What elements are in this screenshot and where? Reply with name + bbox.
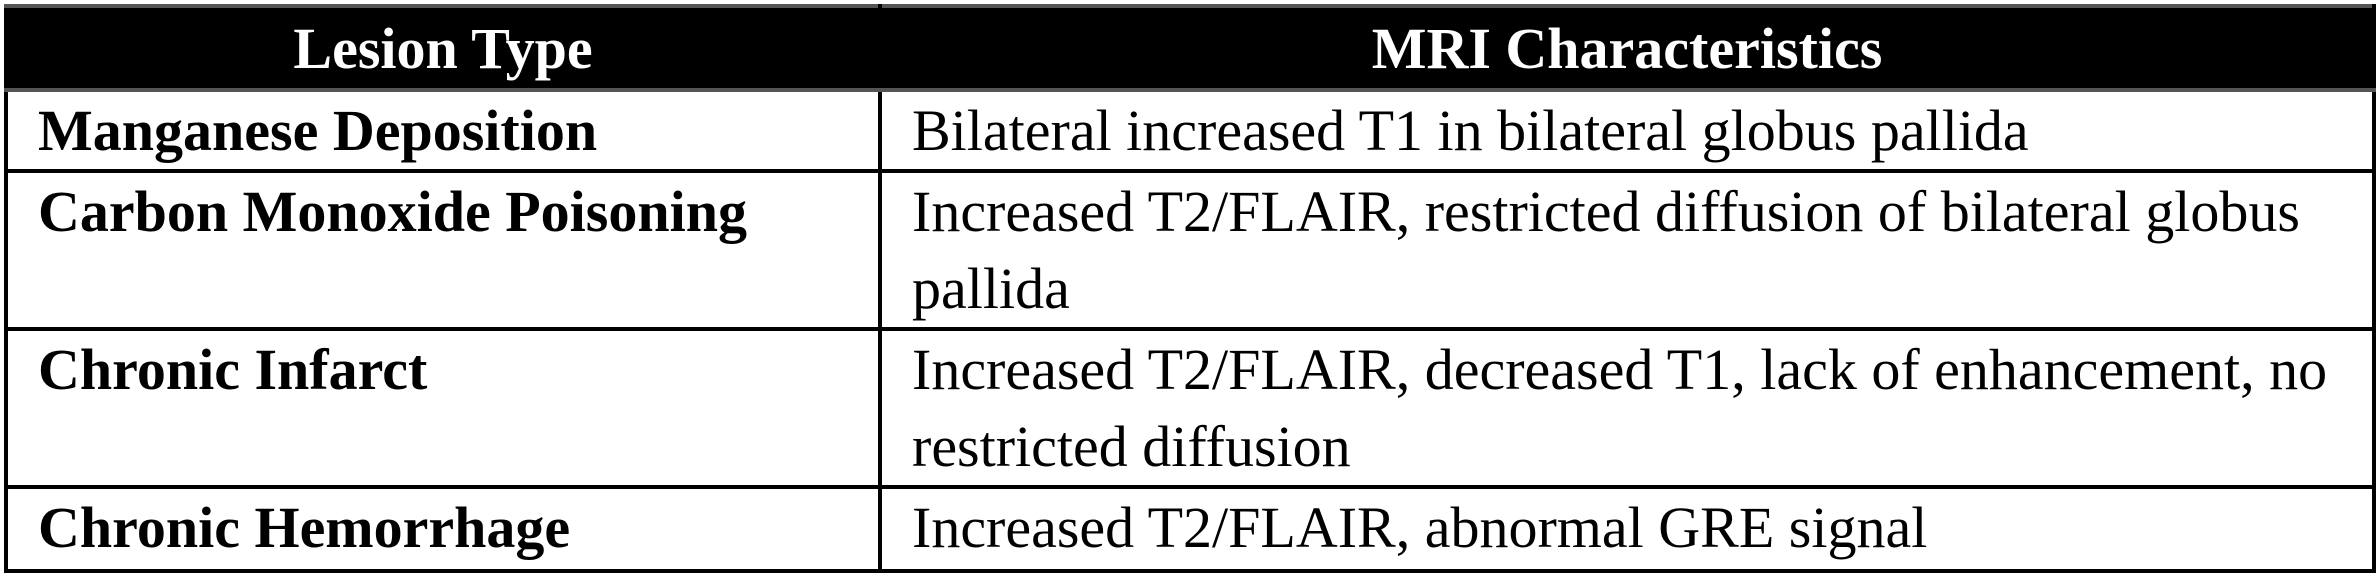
lesion-type-cell: Carbon Monoxide Poisoning xyxy=(4,169,882,331)
mri-cell: Increased T2/FLAIR, decreased T1, lack o… xyxy=(878,327,2376,489)
table-row: Chronic Infarct Increased T2/FLAIR, decr… xyxy=(4,327,2376,489)
table-row: Chronic Hemorrhage Increased T2/FLAIR, a… xyxy=(4,485,2376,573)
lesion-mri-table: Lesion Type MRI Characteristics Manganes… xyxy=(4,4,2376,573)
lesion-type-cell: Chronic Hemorrhage xyxy=(4,485,882,573)
header-mri-characteristics: MRI Characteristics xyxy=(878,4,2376,92)
lesion-type-cell: Chronic Infarct xyxy=(4,327,882,489)
header-row: Lesion Type MRI Characteristics xyxy=(4,4,2376,92)
table-row: Carbon Monoxide Poisoning Increased T2/F… xyxy=(4,169,2376,331)
header-lesion-type: Lesion Type xyxy=(4,4,882,92)
table-row: Manganese Deposition Bilateral increased… xyxy=(4,88,2376,173)
mri-cell: Increased T2/FLAIR, restricted diffusion… xyxy=(878,169,2376,331)
lesion-type-cell: Manganese Deposition xyxy=(4,88,882,173)
mri-cell: Bilateral increased T1 in bilateral glob… xyxy=(878,88,2376,173)
mri-cell: Increased T2/FLAIR, abnormal GRE signal xyxy=(878,485,2376,573)
